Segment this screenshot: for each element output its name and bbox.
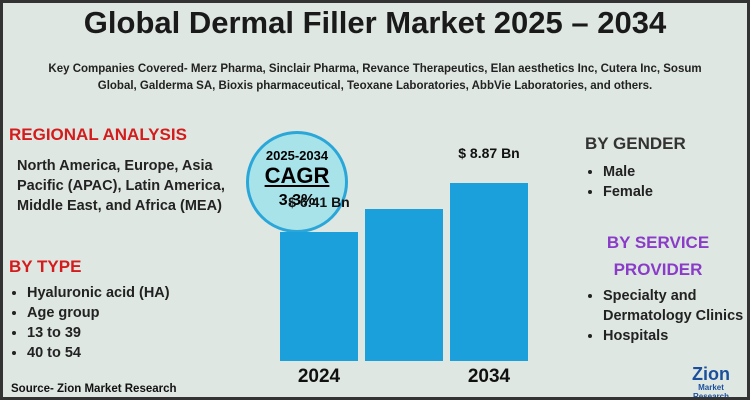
value-label: $ 6.41 Bn xyxy=(288,194,350,211)
title: Global Dermal Filler Market 2025 – 2034 xyxy=(83,5,667,40)
x-tick-label: 2024 xyxy=(297,366,341,387)
value-label: $ 8.87 Bn xyxy=(458,145,520,161)
bar xyxy=(365,209,443,361)
service-list: Specialty and Dermatology ClinicsHospita… xyxy=(585,286,747,346)
service-heading: BY SERVICE PROVIDER xyxy=(606,233,710,279)
type-list: Hyaluronic acid (HA)Age group13 to 3940 … xyxy=(9,283,170,363)
logo-sub: Market Research xyxy=(692,383,730,400)
gender-heading: BY GENDER xyxy=(585,134,686,153)
logo: Zion Market Research xyxy=(679,364,743,400)
cagr-period: 2025-2034 xyxy=(265,148,329,163)
regional-text: North America, Europe, Asia Pacific (APA… xyxy=(17,158,225,214)
gender-list: MaleFemale xyxy=(585,162,653,202)
list-item: Female xyxy=(603,182,653,202)
cagr-label: CAGR xyxy=(264,163,330,188)
list-item: 13 to 39 xyxy=(27,323,170,343)
logo-name: Zion xyxy=(692,364,730,384)
bar xyxy=(450,183,528,361)
list-item: 40 to 54 xyxy=(27,343,170,363)
list-item: Specialty and Dermatology Clinics xyxy=(603,286,747,326)
list-item: Age group xyxy=(27,303,170,323)
list-item: Male xyxy=(603,162,653,182)
cagr-badge: 2025-2034 CAGR 3.3% xyxy=(246,131,348,233)
cagr-value: 3.3% xyxy=(278,192,316,209)
x-tick-label: 2034 xyxy=(467,366,511,387)
source: Source- Zion Market Research xyxy=(11,383,177,395)
list-item: Hospitals xyxy=(603,326,747,346)
subtitle: Key Companies Covered- Merz Pharma, Sinc… xyxy=(48,63,702,92)
bar xyxy=(280,232,358,361)
list-item: Hyaluronic acid (HA) xyxy=(27,283,170,303)
regional-heading: REGIONAL ANALYSIS xyxy=(9,125,187,144)
type-heading: BY TYPE xyxy=(9,257,82,276)
